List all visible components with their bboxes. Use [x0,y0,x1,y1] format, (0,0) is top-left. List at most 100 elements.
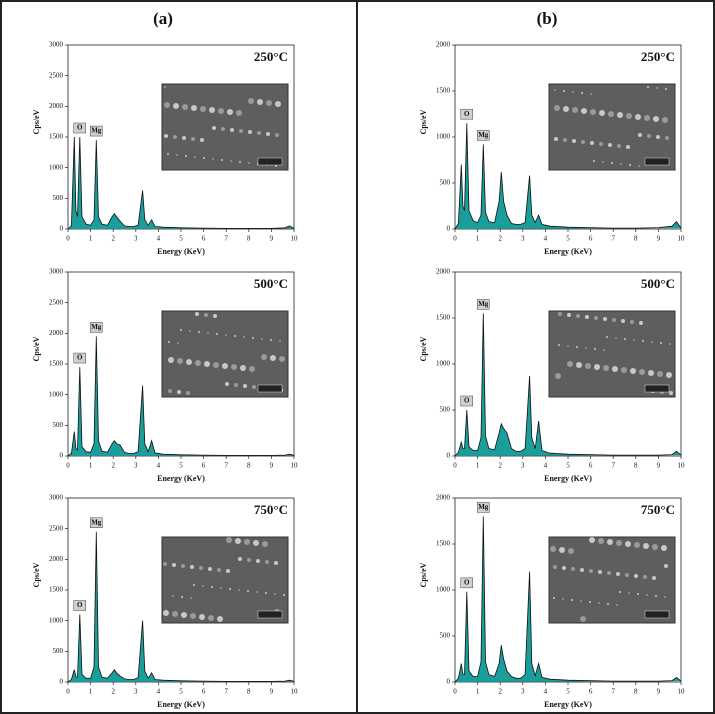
x-tick-label: 3 [134,462,138,470]
y-axis-label: Cps/eV [32,562,41,587]
x-tick-label: 10 [291,462,299,470]
x-tick-label: 7 [611,688,615,696]
sem-inset [548,536,676,624]
sem-grain [599,142,603,146]
sem-grain [652,576,656,580]
sem-grain [181,564,185,568]
sem-grain [266,132,270,136]
chart-title: 250°C [254,49,288,64]
sem-grain [167,153,169,155]
sem-grain [550,546,556,552]
sem-grain [630,320,634,324]
peak-label-box [90,322,103,333]
sem-grain [666,372,672,378]
sem-grain [252,337,254,339]
sem-grain [626,113,632,119]
sem-grain [629,164,631,166]
sem-grain [644,115,650,121]
sem-grain [553,565,557,569]
x-tick-label: 4 [544,688,548,696]
sem-grain [248,162,250,164]
sem-grain [195,360,201,366]
x-tick-label: 5 [566,235,570,243]
sem-inset [161,310,289,398]
sem-grain [585,315,589,319]
chart-title: 500°C [641,276,675,291]
y-tick-label: 1000 [49,390,64,398]
sem-grain [554,105,560,111]
sem-grain [168,341,170,343]
sem-grain [602,161,604,163]
sem-grain [243,336,245,338]
y-tick-label: 2500 [49,298,64,306]
sem-grain [257,99,263,105]
sem-grain [580,568,584,572]
y-tick-label: 2500 [49,524,64,532]
sem-grain [185,155,187,157]
sem-grain [235,538,241,544]
sem-grain [176,154,178,156]
peak-label-box [73,122,87,134]
sem-grain [218,108,224,114]
sem-grain [236,110,242,116]
sem-grain [238,589,240,591]
x-tick-label: 5 [179,235,183,243]
x-tick-label: 6 [202,462,206,470]
y-tick-label: 0 [60,678,64,686]
sem-grain [593,160,595,162]
y-axis-label: Cps/eV [32,109,41,134]
peak-label: Mg [478,300,489,308]
peak-label: Mg [91,323,102,331]
sem-grain [599,110,605,116]
sem-grain [655,595,657,597]
sem-grain [216,333,218,335]
sem-grain [594,348,596,350]
sem-grain [182,136,186,140]
peak-label: O [464,110,470,118]
sem-grain [590,93,592,95]
sem-grain [270,339,272,341]
y-axis-label: Cps/eV [32,336,41,361]
sem-grain [217,568,221,572]
x-tick-label: 1 [89,235,93,243]
sem-grain [617,144,621,148]
sem-grain [191,105,197,111]
sem-grain [212,126,216,130]
sem-grain [265,592,267,594]
y-tick-label: 500 [440,632,451,640]
y-tick-label: 0 [60,452,64,460]
y-axis-label: Cps/eV [419,336,428,361]
sem-grain [581,92,583,94]
x-tick-label: 7 [224,462,228,470]
peak-label: Mg [478,503,489,511]
spectrum [454,313,682,457]
sem-grain [656,87,658,89]
sem-grain [164,86,166,88]
x-tick-label: 2 [111,688,115,696]
chart-title: 500°C [254,276,288,291]
sem-grain [198,331,200,333]
peak-label: Mg [91,518,102,526]
sem-grain [211,586,213,588]
sem-grain [607,603,609,605]
sem-grain [558,312,562,316]
sem-grain [634,574,638,578]
y-tick-label: 3000 [49,494,64,502]
sem-grain [628,592,630,594]
sem-grain [554,137,558,141]
sem-grain [585,363,591,369]
peak-label-box [460,395,474,407]
sem-grain [234,335,236,337]
sem-grain [637,593,639,595]
sem-grain [217,616,223,622]
spectrum [67,336,295,457]
sem-grain [261,354,267,360]
sem-grain [630,368,636,374]
x-tick-label: 8 [247,235,251,243]
panel-label: (b) [537,9,558,28]
sem-grain [186,359,192,365]
sem-grain [619,591,621,593]
sem-grain [639,321,643,325]
sem-grain [274,593,276,595]
sem-grain [620,163,622,165]
